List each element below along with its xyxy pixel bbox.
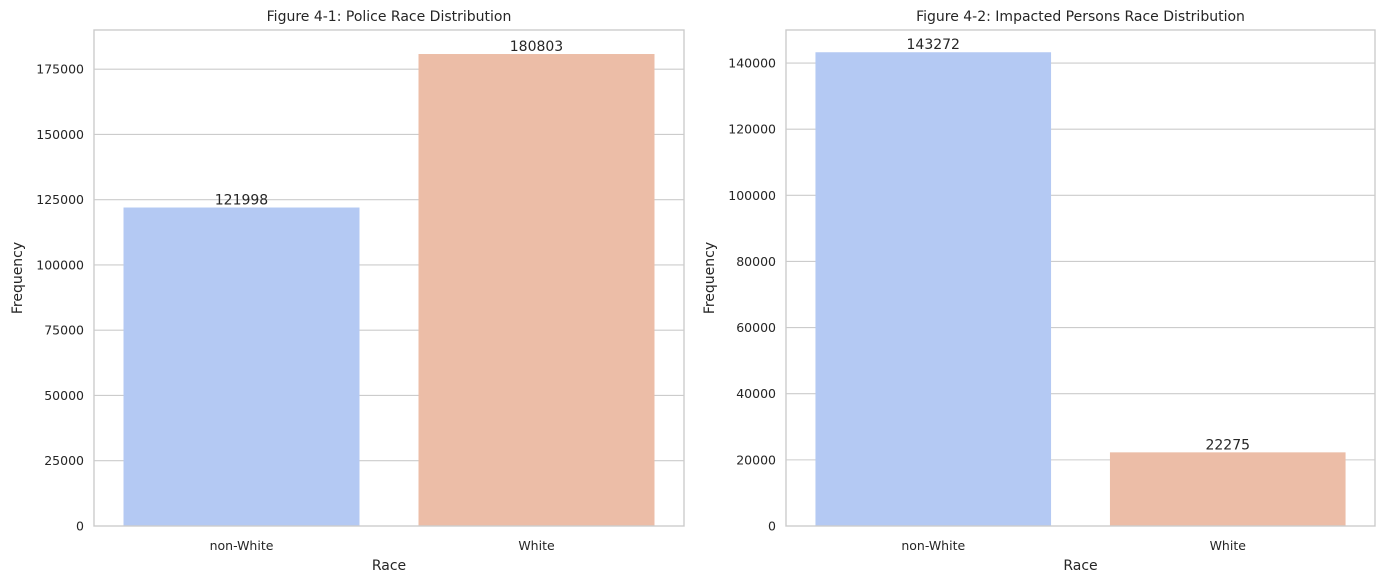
bar-value-label: 180803	[510, 39, 563, 55]
x-tick-label: non-White	[901, 538, 965, 553]
bar-non-white	[815, 52, 1052, 526]
chart-panel-2: 0 20000 40000 60000 80000 100000 120000 140000 1…	[702, 9, 1376, 574]
y-tick-label: 80000	[736, 254, 776, 269]
x-tick-label: White	[1210, 538, 1247, 553]
y-tick-label: 40000	[736, 386, 776, 401]
x-tick-label: White	[518, 538, 555, 553]
y-tick-label: 50000	[44, 388, 84, 403]
chart-title: Figure 4-2: Impacted Persons Race Distri…	[916, 9, 1245, 25]
y-tick-label: 175000	[36, 62, 84, 77]
bar-value-label: 143272	[907, 37, 960, 53]
y-tick-label: 120000	[728, 122, 776, 137]
y-tick-label: 140000	[728, 56, 776, 71]
y-tick-label: 100000	[36, 257, 84, 272]
y-axis-label: Frequency	[702, 242, 718, 314]
y-axis-label: Frequency	[10, 242, 26, 314]
bar-white	[418, 54, 655, 527]
plot-frame	[785, 29, 1376, 527]
y-tick-label: 100000	[728, 188, 776, 203]
bar-non-white	[123, 207, 360, 527]
chart-panel-1: 0 25000 50000 75000 100000 125000 150000 175000…	[10, 9, 685, 574]
y-tick-label: 20000	[736, 452, 776, 467]
bar-value-label: 121998	[215, 193, 268, 209]
y-tick-label: 60000	[736, 320, 776, 335]
chart-title: Figure 4-1: Police Race Distribution	[267, 9, 512, 25]
x-axis-label: Race	[372, 558, 406, 574]
x-axis-label: Race	[1063, 558, 1097, 574]
y-tick-label: 150000	[36, 127, 84, 142]
plot-frame	[93, 29, 685, 527]
bar-value-label: 22275	[1205, 437, 1250, 453]
y-tick-label: 0	[768, 519, 776, 534]
y-tick-label: 0	[76, 519, 84, 534]
y-tick-label: 25000	[44, 453, 84, 468]
y-tick-label: 75000	[44, 323, 84, 338]
y-tick-label: 125000	[36, 192, 84, 207]
x-tick-label: non-White	[210, 538, 274, 553]
bar-white	[1109, 452, 1346, 526]
